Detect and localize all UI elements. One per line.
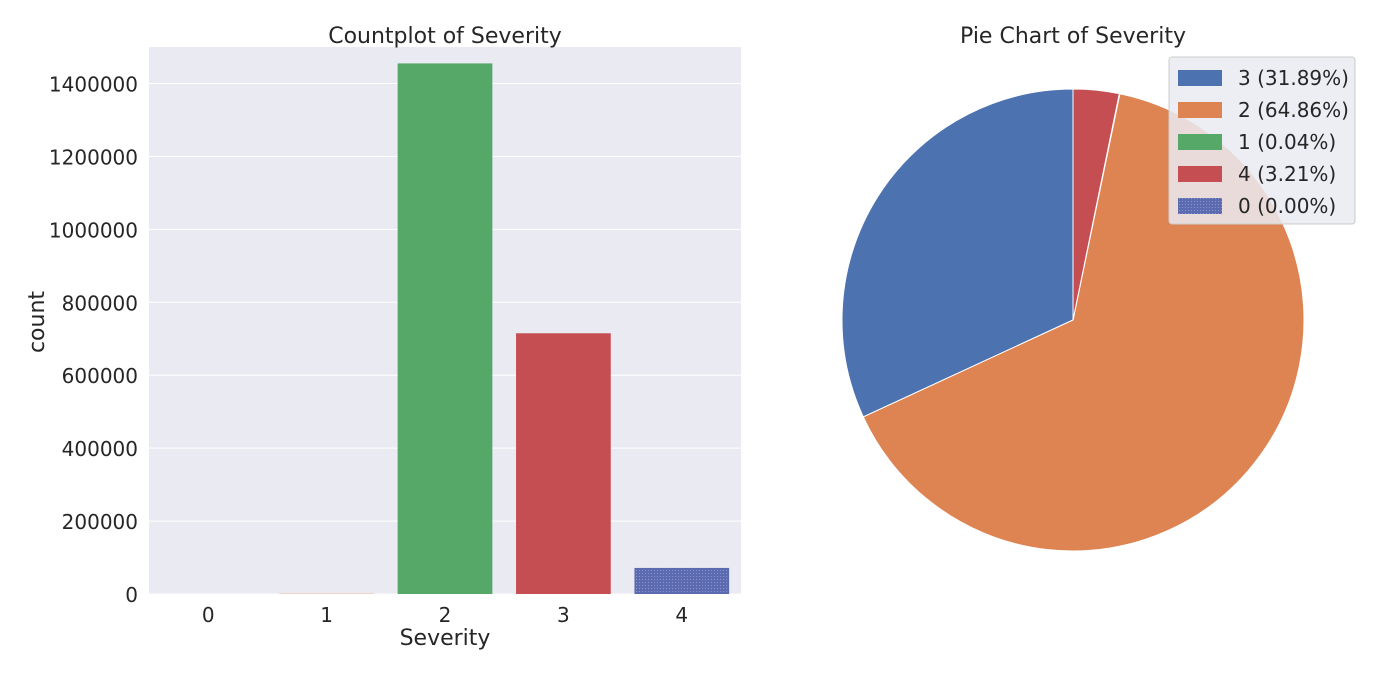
- legend-label: 2 (64.86%): [1238, 98, 1349, 122]
- legend-swatch: [1178, 198, 1222, 214]
- legend-frame: [1168, 56, 1356, 225]
- legend-swatch: [1178, 70, 1222, 86]
- x-tick-label: 4: [675, 603, 688, 627]
- y-tick-label: 1400000: [49, 72, 138, 96]
- bar-4: [634, 567, 730, 594]
- y-axis-label: count: [25, 291, 50, 353]
- pie-slice-4: [1072, 88, 1120, 321]
- y-tick-label: 600000: [62, 364, 138, 388]
- pie-slice-3: [841, 88, 1074, 418]
- x-axis-label: Severity: [400, 626, 491, 651]
- countplot-title: Countplot of Severity: [328, 24, 562, 49]
- x-tick-label: 3: [557, 603, 570, 627]
- y-tick-label: 400000: [62, 437, 138, 461]
- legend-label: 4 (3.21%): [1238, 162, 1336, 186]
- countplot-panel: 0 200000 400000 600000 800000 1000000 1200000 1…: [25, 24, 741, 651]
- legend-label: 3 (31.89%): [1238, 66, 1349, 90]
- bar-2: [397, 63, 493, 595]
- bars: [279, 63, 730, 595]
- legend-label: 0 (0.00%): [1238, 194, 1336, 218]
- legend: 3 (31.89%) 2 (64.86%) 1 (0.04%) 4 (3.21%) 0 …: [1168, 56, 1356, 225]
- y-tick-labels: 0 200000 400000 600000 800000 1000000 1200000 1…: [49, 72, 138, 607]
- pie-title: Pie Chart of Severity: [960, 24, 1186, 49]
- y-tick-label: 800000: [62, 291, 138, 315]
- x-tick-label: 1: [320, 603, 333, 627]
- legend-swatch: [1178, 166, 1222, 182]
- y-tick-label: 1200000: [49, 145, 138, 169]
- x-tick-label: 0: [202, 603, 215, 627]
- legend-swatch: [1178, 134, 1222, 150]
- y-tick-label: 1000000: [49, 218, 138, 242]
- y-tick-label: 200000: [62, 510, 138, 534]
- y-tick-label: 0: [125, 583, 138, 607]
- pie-panel: Pie Chart of Severity 3 (31.89%) 2 (64.86…: [841, 24, 1356, 552]
- bar-3: [516, 333, 611, 594]
- x-tick-labels: 0 1 2 3 4: [202, 603, 688, 627]
- legend-label: 1 (0.04%): [1238, 130, 1336, 154]
- x-tick-label: 2: [439, 603, 452, 627]
- legend-swatch: [1178, 102, 1222, 118]
